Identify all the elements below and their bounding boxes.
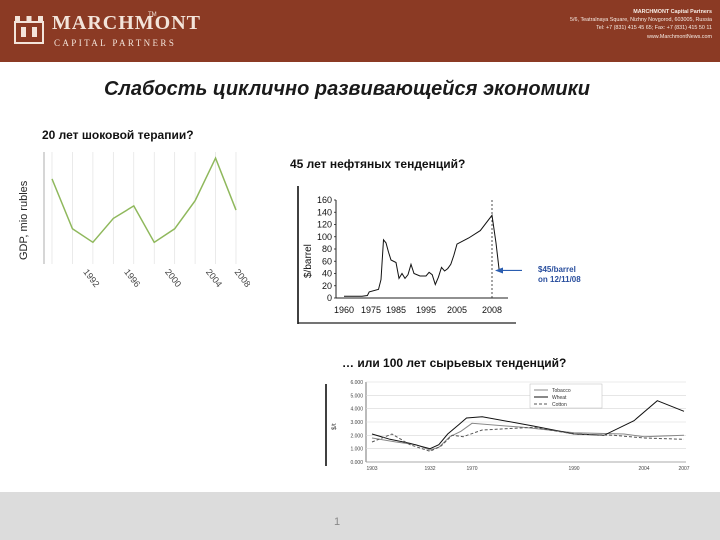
- comm-y-tick-label: 0.000: [350, 460, 363, 466]
- comm-y-tick-label: 3.000: [350, 420, 363, 426]
- comm-y-tick-label: 2.000: [350, 433, 363, 439]
- oil-annotation-line: on 12/11/08: [538, 275, 581, 284]
- oil-y-tick-label: 160: [317, 195, 332, 205]
- oil-y-tick-label: 140: [317, 207, 332, 217]
- comm-series-wheat: [371, 400, 685, 450]
- oil-y-tick-label: 0: [327, 293, 332, 303]
- logo-trademark: TM: [148, 12, 157, 18]
- gdp-x-tick-label: 2000: [163, 267, 183, 288]
- contact-block: MARCHMONT Capital Partners 5/6, Teatraln…: [570, 8, 712, 41]
- gdp-series-line: [51, 156, 237, 244]
- footer-bar: [0, 492, 720, 540]
- oil-x-tick-label: 2008: [482, 305, 502, 315]
- comm-legend-label: Wheat: [552, 395, 567, 401]
- comm-y-label: $/t: [332, 423, 338, 430]
- oil-x-tick-label: 1975: [361, 305, 381, 315]
- oil-chart: $/barrel 0 20 40 60 80 100 120 140 160 1960 1975 19…: [296, 186, 522, 324]
- comm-x-tick-label: 1932: [424, 466, 435, 472]
- comm-y-tick-label: 4.000: [350, 407, 363, 413]
- oil-y-tick-label: 40: [322, 269, 332, 279]
- comm-legend-label: Tobacco: [552, 388, 571, 394]
- comm-x-tick-label: 1990: [568, 466, 579, 472]
- gdp-y-label: GDP, mio rubles: [18, 180, 30, 260]
- oil-y-tick-label: 100: [317, 232, 332, 242]
- header-bar: [0, 0, 720, 62]
- comm-series-cotton: [371, 426, 685, 452]
- oil-y-tick-label: 80: [322, 244, 332, 254]
- gdp-x-tick-label: 2008: [233, 267, 250, 288]
- comm-y-tick-label: 5.000: [350, 393, 363, 399]
- gdp-x-tick-label: 1992: [81, 267, 101, 288]
- comm-y-tick-label: 1.000: [350, 447, 363, 453]
- gdp-x-tick-label: 2004: [204, 267, 224, 288]
- oil-y-tick-label: 120: [317, 220, 332, 230]
- comm-y-tick-label: 6.000: [350, 380, 363, 386]
- slide-title: Слабость циклично развивающейся экономик…: [103, 78, 590, 100]
- oil-y-tick-label: 20: [322, 281, 332, 291]
- castle-logo-icon: [14, 16, 44, 44]
- commodities-chart: $/t 0.000 1.000 2.000 3.000 4.000 5.000 6.000 1…: [325, 380, 690, 472]
- oil-x-tick-label: 2005: [447, 305, 467, 315]
- oil-chart-background: [296, 186, 522, 324]
- oil-x-tick-label: 1995: [416, 305, 436, 315]
- gdp-chart: GDP, mio rubles 199219962000200420082009: [18, 152, 250, 288]
- commodities-caption: … или 100 лет сырьевых тенденций?: [342, 356, 567, 370]
- gdp-x-tick-label: 1996: [122, 267, 142, 288]
- gdp-caption: 20 лет шоковой терапии?: [42, 128, 194, 142]
- comm-legend-label: Cotton: [552, 402, 567, 408]
- oil-price-line: [344, 214, 500, 297]
- comm-x-tick-label: 1970: [466, 466, 477, 472]
- oil-y-label: $/barrel: [303, 244, 314, 278]
- comm-x-tick-label: 1903: [366, 466, 377, 472]
- oil-x-tick-label: 1960: [334, 305, 354, 315]
- website-link[interactable]: www.MarchmontNews.com: [646, 33, 712, 40]
- oil-annotation-line: $45/barrel: [538, 265, 576, 274]
- phone-fax: Tel: +7 (831) 415 45 65; Fax: +7 (831) 4…: [596, 25, 712, 32]
- company-name: MARCHMONT Capital Partners: [633, 9, 712, 15]
- page-number: 1: [334, 516, 341, 528]
- logo-name: MARCHMONT: [52, 12, 201, 34]
- arrow-head-icon: [495, 267, 503, 274]
- comm-x-tick-label: 2007: [678, 466, 689, 472]
- address: 5/6, Teatralnaya Square, Nizhny Novgorod…: [570, 17, 712, 24]
- comm-x-tick-label: 2004: [638, 466, 649, 472]
- oil-caption: 45 лет нефтяных тенденций?: [290, 157, 466, 171]
- oil-x-tick-label: 1985: [386, 305, 406, 315]
- logo-subtitle: CAPITAL PARTNERS: [54, 38, 177, 48]
- oil-y-tick-label: 60: [322, 256, 332, 266]
- oil-annotation-label: $45/barrel on 12/11/08: [538, 265, 581, 285]
